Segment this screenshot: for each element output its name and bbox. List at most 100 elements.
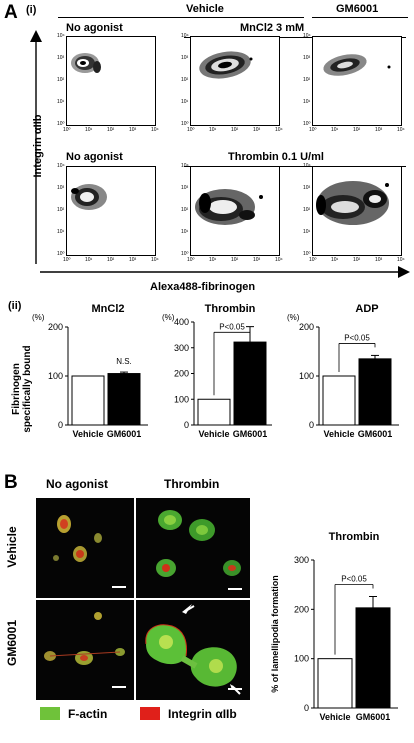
panel-a-ii-label: (ii) <box>8 300 22 312</box>
flow-x-tick-label: 10² <box>231 127 239 133</box>
legend-swatch-integrin <box>140 707 160 720</box>
flow-y-tick-label: 10² <box>303 77 311 83</box>
micrograph-vehicle-no-agonist <box>36 498 134 598</box>
category-label: Vehicle <box>72 429 103 439</box>
bar-vehicle <box>317 658 353 709</box>
label-no-agonist-top: No agonist <box>66 22 123 34</box>
flow-y-tick-label: 10² <box>57 77 65 83</box>
flow-y-tick-label: 10³ <box>57 55 65 61</box>
header-gm6001: GM6001 <box>336 3 379 15</box>
y-tick-label: 200 <box>299 322 314 332</box>
bar-vehicle <box>197 398 231 426</box>
flow-x-tick-label: 10¹ <box>209 127 217 133</box>
y-tick-label: 0 <box>184 420 189 430</box>
y-tick-label: 200 <box>174 369 189 379</box>
category-label: Vehicle <box>319 712 350 722</box>
flow-x-tick-label: 10¹ <box>209 257 217 263</box>
col-label-thrombin: Thrombin <box>164 477 220 491</box>
chart-mncl2: MnCl2 (%) 0 100 200 Vehicle GM6001 N.S. <box>32 303 148 439</box>
y-tick-label: 200 <box>294 604 309 614</box>
header-gm6001-line <box>312 17 408 18</box>
flow-x-tick-label: 10⁰ <box>187 257 195 263</box>
flow-y-tick-label: 10¹ <box>57 229 65 235</box>
flow-x-tick-label: 10¹ <box>85 257 93 263</box>
flow-x-tick-label: 10⁴ <box>397 257 405 263</box>
label-thrombin-flow: Thrombin 0.1 U/ml <box>228 151 324 163</box>
y-axis-arrow <box>30 30 42 264</box>
y-tick-label: 100 <box>294 654 309 664</box>
x-axis-arrow <box>40 266 410 278</box>
scale-bar <box>112 586 126 588</box>
row-label-vehicle: Vehicle <box>5 526 19 568</box>
flow-x-tick-label: 10⁴ <box>151 257 159 263</box>
header-vehicle-line <box>58 17 304 18</box>
flow-x-tick-label: 10³ <box>129 127 137 133</box>
flow-y-tick-label: 10⁰ <box>57 251 65 257</box>
thrombin-flow-line <box>184 166 406 167</box>
category-label: Vehicle <box>198 429 229 439</box>
significance-label: N.S. <box>116 357 132 366</box>
flow-y-tick-label: 10¹ <box>57 99 65 105</box>
flow-plot-gm6001-thrombin <box>312 166 402 256</box>
y-tick-label: 200 <box>48 322 63 332</box>
legend-label-integrin: Integrin αIIb <box>168 707 237 721</box>
category-label: GM6001 <box>233 429 268 439</box>
flow-y-tick-label: 10³ <box>303 55 311 61</box>
bar-vehicle <box>71 375 105 426</box>
bar-vehicle <box>322 375 356 426</box>
flow-y-tick-label: 10⁴ <box>181 163 189 169</box>
y-tick-label: 300 <box>294 555 309 565</box>
category-label: GM6001 <box>107 429 142 439</box>
y-tick-label: 300 <box>174 343 189 353</box>
scale-bar <box>228 588 242 590</box>
flow-y-tick-label: 10⁴ <box>57 163 65 169</box>
flow-y-tick-label: 10¹ <box>181 99 189 105</box>
flow-x-tick-label: 10¹ <box>331 257 339 263</box>
chart-thrombin-fibrinogen: Thrombin (%) 0 100 200 300 400 Vehicle GM6001 P<0… <box>162 303 272 439</box>
chart-adp: ADP (%) 0 100 200 Vehicle GM6001 P<0.05 <box>287 303 399 439</box>
row-label-gm6001: GM6001 <box>5 619 19 667</box>
flow-x-tick-label: 10³ <box>253 257 261 263</box>
flow-x-tick-label: 10² <box>231 257 239 263</box>
flow-y-tick-label: 10⁴ <box>181 33 189 39</box>
chart-lamellipodia: Thrombin 0 100 200 300 Vehicle GM6001 P<0.05 % o… <box>270 531 398 722</box>
flow-x-tick-label: 10⁰ <box>309 257 317 263</box>
flow-x-tick-label: 10⁰ <box>63 127 71 133</box>
flow-y-tick-label: 10² <box>181 77 189 83</box>
panel-a-i-label: (i) <box>26 4 37 16</box>
significance-label: P<0.05 <box>344 333 370 342</box>
flow-x-tick-label: 10³ <box>129 257 137 263</box>
label-no-agonist-bottom: No agonist <box>66 151 123 163</box>
mncl2-line <box>184 37 406 38</box>
y-tick-label: 0 <box>304 703 309 713</box>
legend-label-factin: F-actin <box>68 707 108 721</box>
flow-y-tick-label: 10¹ <box>303 99 311 105</box>
flow-x-tick-label: 10² <box>353 127 361 133</box>
category-label: GM6001 <box>356 712 391 722</box>
flow-x-tick-label: 10³ <box>375 127 383 133</box>
flow-x-tick-label: 10² <box>107 127 115 133</box>
flow-y-tick-label: 10⁰ <box>303 251 311 257</box>
y-label-line1: Fibrinogen <box>11 363 22 415</box>
significance-label: P<0.05 <box>219 322 245 331</box>
significance-label: P<0.05 <box>341 575 367 584</box>
flow-x-tick-label: 10⁰ <box>309 127 317 133</box>
flow-plot-vehicle-no-agonist-2 <box>66 166 156 256</box>
flow-y-tick-label: 10³ <box>181 185 189 191</box>
bar-gm6001 <box>355 607 391 709</box>
flow-y-tick-label: 10⁴ <box>303 33 311 39</box>
flow-y-tick-label: 10⁰ <box>181 121 189 127</box>
scale-bar <box>228 688 242 690</box>
chart-title: Thrombin <box>205 303 256 315</box>
y-tick-label: 0 <box>309 420 314 430</box>
flow-y-tick-label: 10⁰ <box>303 121 311 127</box>
y-tick-label: 400 <box>174 317 189 327</box>
chart-y-axis-label: % of lamellipodia formation <box>270 575 280 693</box>
chart-title: MnCl2 <box>92 303 125 315</box>
scale-bar <box>112 686 126 688</box>
flow-y-tick-label: 10¹ <box>181 229 189 235</box>
bar-gm6001 <box>107 373 141 426</box>
flow-y-tick-label: 10⁰ <box>181 251 189 257</box>
label-mncl2: MnCl2 3 mM <box>240 22 305 34</box>
flow-y-tick-label: 10² <box>57 207 65 213</box>
